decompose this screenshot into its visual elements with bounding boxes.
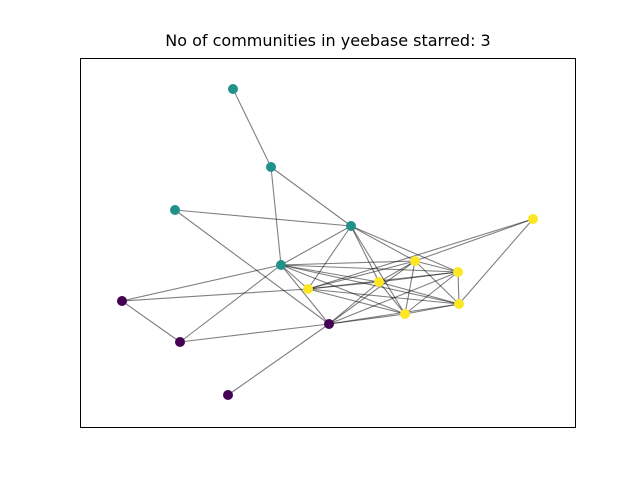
node-C	[170, 205, 180, 215]
edge-L-N	[328, 313, 406, 325]
edge-E-J	[280, 264, 309, 290]
edge-I-N	[328, 281, 380, 325]
edge-G-J	[307, 260, 416, 290]
node-K	[454, 299, 464, 309]
node-P	[223, 390, 233, 400]
nodes-layer	[117, 84, 538, 400]
edge-I-L	[378, 281, 406, 315]
edge-F-G	[414, 218, 534, 262]
edge-D-E	[280, 225, 352, 266]
chart-title: No of communities in yeebase starred: 3	[165, 31, 491, 50]
edge-H-K	[457, 271, 460, 305]
node-N	[324, 319, 334, 329]
node-I	[374, 277, 384, 287]
edge-I-K	[378, 281, 460, 305]
edge-G-L	[404, 260, 416, 315]
axes-frame	[80, 58, 576, 428]
edge-G-N	[328, 260, 416, 325]
node-L	[400, 309, 410, 319]
node-F	[528, 214, 538, 224]
edge-B-D	[270, 166, 352, 227]
node-H	[453, 267, 463, 277]
edge-E-O	[179, 264, 282, 343]
edge-M-O	[121, 300, 181, 343]
edge-G-K	[414, 260, 460, 305]
edge-E-K	[280, 264, 460, 305]
edge-B-E	[270, 166, 282, 266]
edges-layer	[121, 88, 534, 396]
edge-O-N	[179, 323, 330, 343]
node-M	[117, 296, 127, 306]
node-E	[276, 260, 286, 270]
edge-A-B	[232, 88, 272, 168]
edge-D-L	[350, 225, 406, 315]
edge-F-J	[307, 218, 534, 290]
edge-M-J	[121, 288, 309, 302]
edge-P-N	[227, 323, 330, 396]
edge-E-N	[280, 264, 330, 325]
node-O	[175, 337, 185, 347]
edge-C-D	[174, 209, 352, 227]
edge-I-J	[307, 281, 380, 290]
edge-M-E	[121, 264, 282, 302]
edge-J-K	[307, 288, 460, 305]
node-A	[228, 84, 238, 94]
edge-E-I	[280, 264, 380, 283]
edge-D-G	[350, 225, 416, 262]
edge-H-L	[404, 271, 459, 315]
edge-C-N	[174, 209, 330, 325]
node-D	[346, 221, 356, 231]
edge-D-H	[350, 225, 459, 273]
edge-G-I	[378, 260, 416, 283]
node-J	[303, 284, 313, 294]
edge-G-H	[414, 260, 459, 273]
edge-E-G	[280, 260, 416, 266]
node-B	[266, 162, 276, 172]
node-G	[410, 256, 420, 266]
edge-D-I	[350, 225, 380, 283]
edge-F-K	[458, 218, 534, 305]
edge-E-H	[280, 264, 459, 273]
edge-E-L	[280, 264, 406, 315]
edge-J-L	[307, 288, 406, 315]
